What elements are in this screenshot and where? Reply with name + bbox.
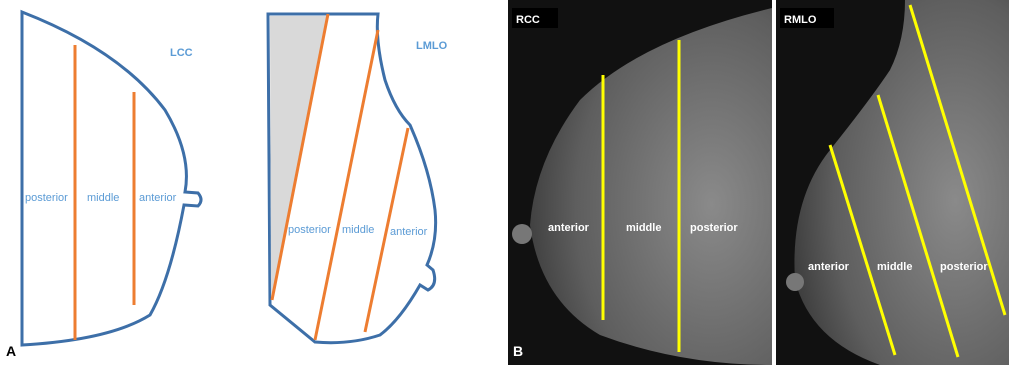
panel-label: B: [513, 343, 523, 359]
rmlo-image: RMLO anterior middle posterior: [776, 0, 1009, 365]
region-label: posterior: [25, 192, 68, 204]
view-title: RMLO: [784, 14, 817, 26]
region-label: middle: [342, 224, 374, 236]
region-label: middle: [877, 261, 912, 273]
lcc-diagram: LCC posterior middle anterior: [22, 12, 201, 345]
figure: LCC posterior middle anterior LMLO poste…: [0, 0, 1009, 365]
region-label: posterior: [940, 261, 988, 273]
view-title: LCC: [170, 47, 193, 59]
lmlo-diagram: LMLO posterior middle anterior: [268, 14, 448, 343]
nipple: [786, 273, 804, 291]
view-title: RCC: [516, 14, 540, 26]
region-label: middle: [626, 222, 661, 234]
region-label: anterior: [548, 222, 590, 234]
region-label: anterior: [139, 192, 177, 204]
view-title: LMLO: [416, 40, 448, 52]
breast-outline: [22, 12, 201, 345]
region-label: middle: [87, 192, 119, 204]
region-label: anterior: [390, 226, 428, 238]
panel-label: A: [6, 343, 16, 359]
region-label: posterior: [690, 222, 738, 234]
region-label: posterior: [288, 224, 331, 236]
region-label: anterior: [808, 261, 850, 273]
nipple: [512, 224, 532, 244]
rcc-image: RCC anterior middle posterior: [508, 0, 772, 365]
